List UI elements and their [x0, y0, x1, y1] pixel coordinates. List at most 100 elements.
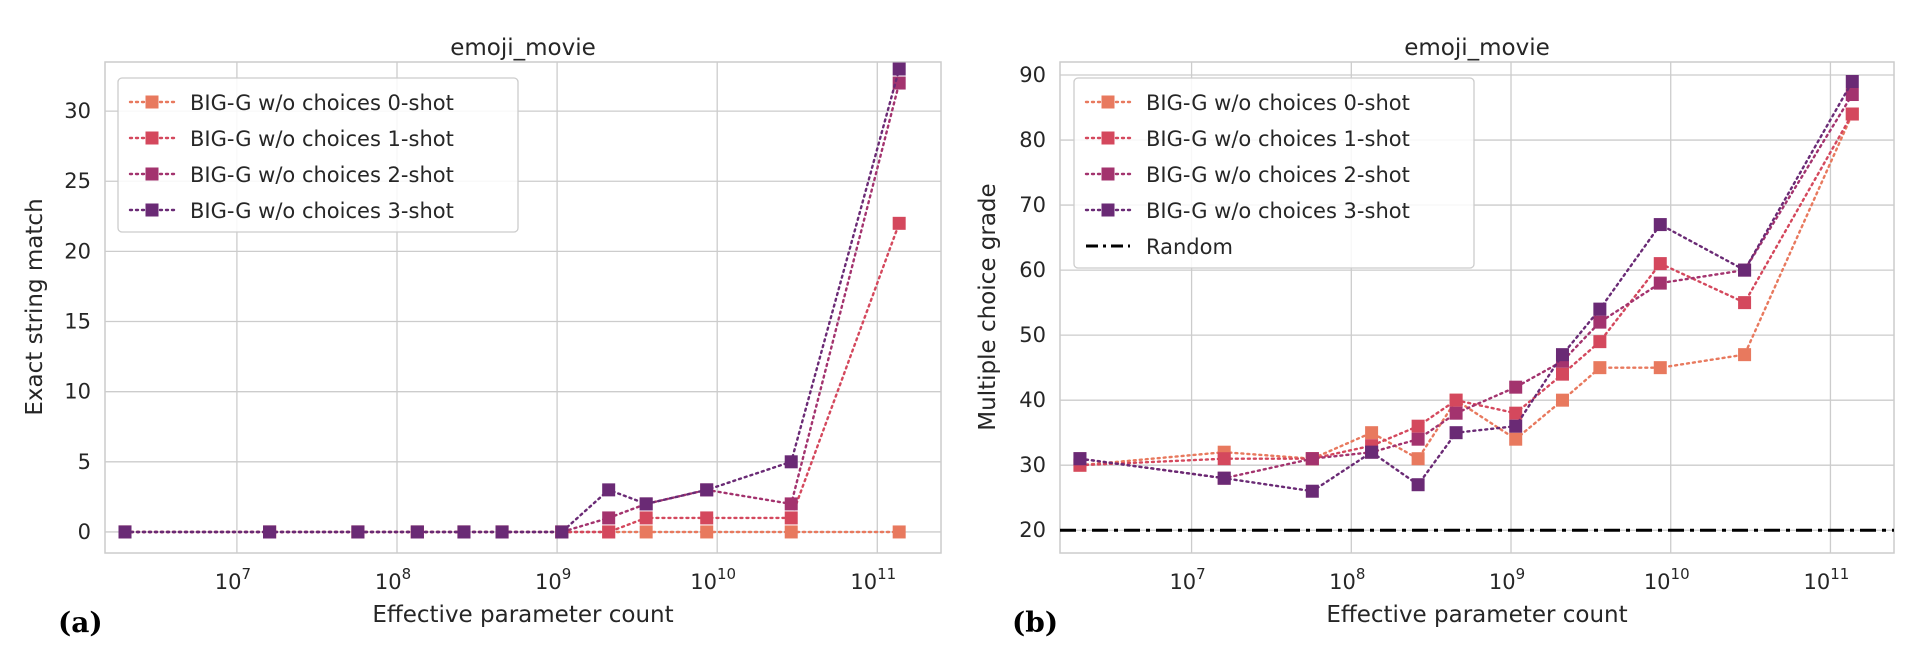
legend-box — [117, 77, 519, 233]
legend-entry-label: BIG-G w/o choices 2-shot — [1146, 163, 1410, 187]
data-point — [1509, 432, 1523, 446]
data-point — [1555, 393, 1569, 407]
data-point — [1738, 263, 1752, 277]
legend-entry-label: BIG-G w/o choices 2-shot — [190, 163, 454, 187]
legend-swatch-marker — [1101, 131, 1115, 145]
x-tick-label: 107 — [1169, 565, 1205, 594]
data-marks — [1073, 75, 1859, 498]
panel-b-chart: 20 30 40 50 60 70 80 90 107 108 109 1010 1011 emoji_… — [975, 35, 1895, 639]
legend-entry-label: BIG-G w/o choices 3-shot — [1146, 199, 1410, 223]
legend-swatch-marker — [1101, 203, 1115, 217]
data-point — [892, 62, 906, 76]
data-point — [639, 497, 653, 511]
x-axis-label: Effective parameter count — [372, 602, 673, 628]
series-line-1 — [1078, 112, 1854, 467]
x-axis-label: Effective parameter count — [1326, 602, 1627, 628]
legend: BIG-G w/o choices 0-shot BIG-G w/o choice… — [117, 77, 519, 233]
data-point — [784, 497, 798, 511]
data-point — [1509, 419, 1523, 433]
data-point — [892, 216, 906, 230]
data-point — [700, 511, 714, 525]
data-marks — [118, 62, 906, 539]
y-tick-label: 40 — [1019, 388, 1046, 412]
data-point — [1555, 348, 1569, 362]
y-tick-label: 10 — [64, 380, 91, 404]
x-tick-label: 1010 — [1644, 565, 1690, 594]
x-tick-label: 108 — [375, 565, 411, 594]
y-tick-label: 90 — [1019, 63, 1046, 87]
y-tick-label: 0 — [78, 520, 91, 544]
panel-label: (a) — [58, 606, 103, 639]
legend-swatch-marker — [145, 167, 159, 181]
data-point — [700, 483, 714, 497]
data-point — [1411, 432, 1425, 446]
tick-labels: 0 5 10 15 20 25 30 107 108 109 1010 1011 — [64, 99, 896, 594]
legend-entry-label: BIG-G w/o choices 3-shot — [190, 199, 454, 223]
data-point — [1653, 218, 1667, 232]
legend-entry-label: BIG-G w/o choices 1-shot — [190, 127, 454, 151]
data-point — [1217, 471, 1231, 485]
data-point — [1509, 406, 1523, 420]
legend-swatch-marker — [1101, 167, 1115, 181]
panel-a-chart: 0 5 10 15 20 25 30 107 108 109 1010 1011 emoji_movi… — [22, 35, 942, 639]
data-point — [1365, 426, 1379, 440]
data-point — [263, 525, 277, 539]
data-point — [1593, 361, 1607, 375]
y-tick-label: 30 — [64, 99, 91, 123]
data-point — [1593, 335, 1607, 349]
data-point — [784, 511, 798, 525]
chart-title: emoji_movie — [1404, 35, 1550, 61]
data-point — [1653, 276, 1667, 290]
legend-swatch-marker — [145, 131, 159, 145]
x-tick-label: 1010 — [690, 565, 736, 594]
data-point — [602, 525, 616, 539]
series-line-3 — [123, 67, 901, 534]
legend-swatch-marker — [1101, 95, 1115, 109]
x-tick-label: 108 — [1329, 565, 1365, 594]
data-point — [1845, 88, 1859, 102]
data-point — [1411, 478, 1425, 492]
legend-entry-label: BIG-G w/o choices 1-shot — [1146, 127, 1410, 151]
data-point — [1845, 75, 1859, 89]
data-point — [892, 525, 906, 539]
data-point — [1509, 380, 1523, 394]
data-point — [1845, 107, 1859, 121]
y-tick-label: 70 — [1019, 193, 1046, 217]
data-point — [1449, 406, 1463, 420]
data-point — [1305, 484, 1319, 498]
data-point — [639, 525, 653, 539]
y-tick-label: 20 — [1019, 518, 1046, 542]
data-point — [555, 525, 569, 539]
x-tick-label: 107 — [215, 565, 251, 594]
data-point — [1593, 302, 1607, 316]
data-point — [1449, 426, 1463, 440]
data-point — [1411, 419, 1425, 433]
data-point — [784, 455, 798, 469]
x-tick-label: 1011 — [850, 565, 896, 594]
data-point — [457, 525, 471, 539]
data-point — [1365, 445, 1379, 459]
series-line-3 — [1078, 80, 1854, 493]
legend: BIG-G w/o choices 0-shot BIG-G w/o choice… — [1073, 77, 1475, 269]
x-tick-label: 109 — [535, 565, 571, 594]
x-tick-label: 109 — [1489, 565, 1525, 594]
data-point — [1411, 452, 1425, 466]
data-point — [639, 511, 653, 525]
data-point — [118, 525, 132, 539]
data-point — [410, 525, 424, 539]
data-point — [1449, 393, 1463, 407]
data-point — [1073, 452, 1087, 466]
data-point — [1738, 296, 1752, 310]
legend-entry-label: BIG-G w/o choices 0-shot — [190, 91, 454, 115]
y-tick-label: 30 — [1019, 453, 1046, 477]
legend-entry-label: BIG-G w/o choices 0-shot — [1146, 91, 1410, 115]
data-point — [1555, 367, 1569, 381]
legend-swatch-marker — [145, 203, 159, 217]
data-point — [602, 511, 616, 525]
data-point — [1653, 257, 1667, 271]
legend-swatch-marker — [145, 95, 159, 109]
y-tick-label: 80 — [1019, 128, 1046, 152]
panel-label: (b) — [1012, 606, 1058, 639]
tick-labels: 20 30 40 50 60 70 80 90 107 108 109 1010 1011 — [1019, 63, 1849, 594]
